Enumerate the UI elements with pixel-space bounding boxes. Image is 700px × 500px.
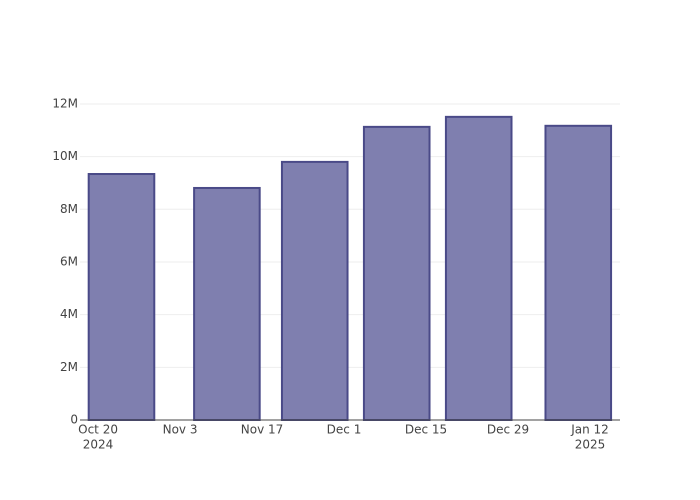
bar (544, 124, 613, 421)
y-tick-label: 6M (60, 254, 78, 268)
y-tick-label: 4M (60, 307, 78, 321)
x-tick-label: 2024 (83, 438, 114, 452)
x-tick-label: Nov 17 (241, 423, 284, 437)
bar (362, 125, 431, 421)
y-tick-label: 8M (60, 202, 78, 216)
bar (193, 186, 261, 421)
y-tick-label: 12M (52, 96, 78, 110)
x-tick-label: Dec 29 (487, 423, 529, 437)
bar (444, 115, 513, 422)
x-tick-label: Jan 12 (570, 423, 609, 437)
x-tick-label: Oct 20 (78, 423, 118, 437)
x-tick-label: 2025 (575, 438, 606, 452)
x-tick-label: Nov 3 (163, 423, 198, 437)
y-tick-label: 2M (60, 360, 78, 374)
bar (87, 173, 156, 421)
bar (280, 160, 349, 421)
y-tick-label: 10M (52, 149, 78, 163)
x-tick-label: Dec 1 (327, 423, 362, 437)
y-tick-label: 0 (70, 413, 78, 427)
x-tick-label: Dec 15 (405, 423, 447, 437)
